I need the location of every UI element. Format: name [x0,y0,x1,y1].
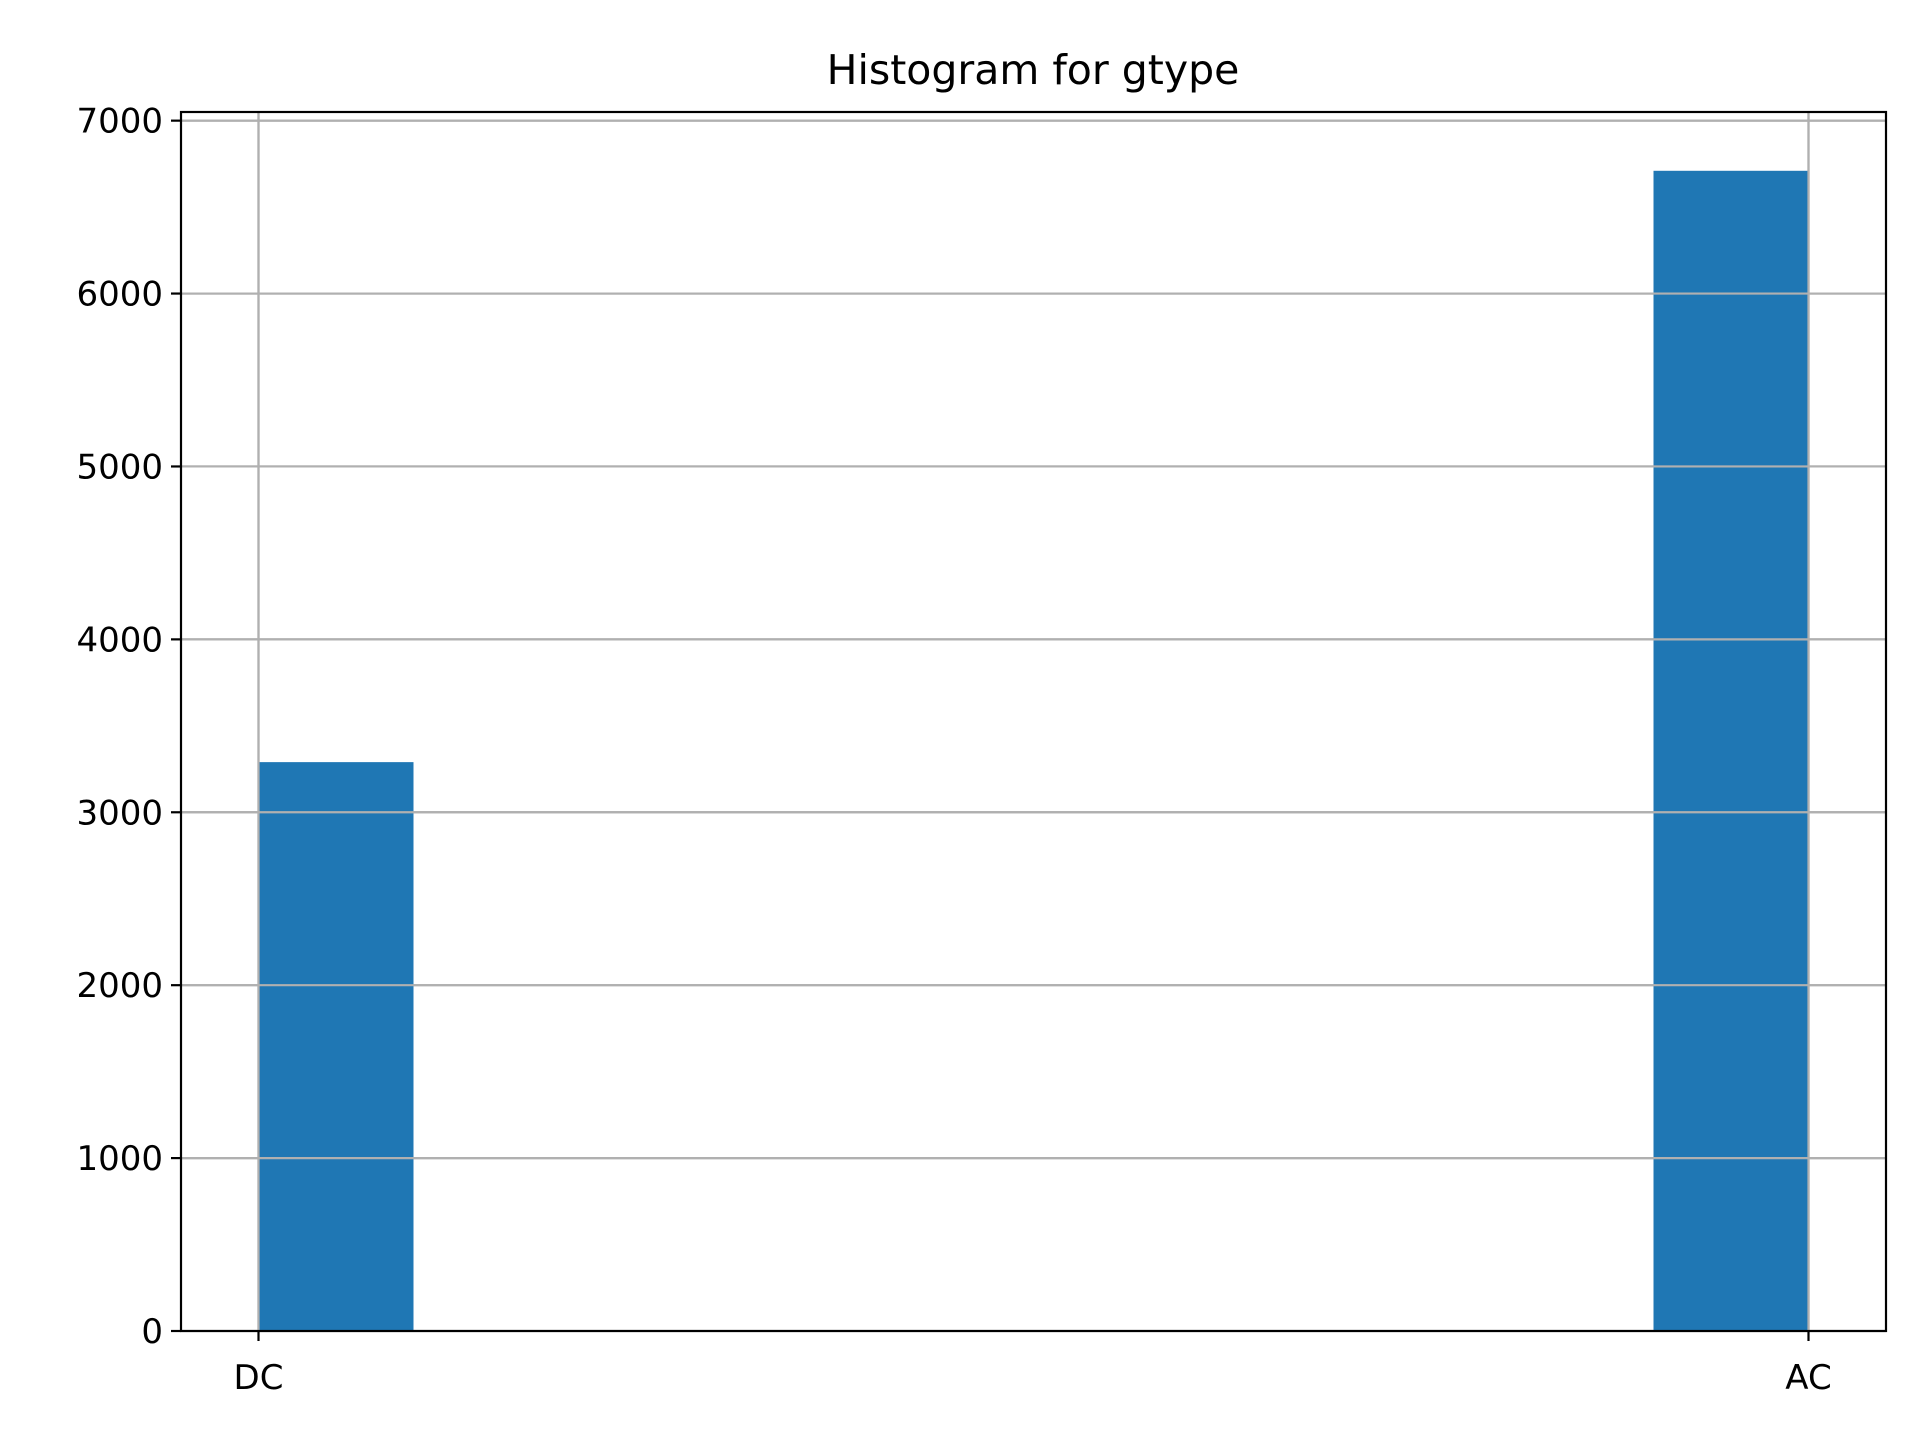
y-tick-label: 2000 [76,966,163,1006]
y-tick-label: 6000 [76,275,163,315]
y-tick-label: 5000 [76,447,163,487]
plot-frame [179,110,1888,1333]
x-tick-label: DC [234,1358,284,1398]
bars [181,112,1886,1331]
y-tick-label: 0 [141,1312,163,1352]
grid-lines [181,112,1886,1333]
histogram-bar-1 [1653,170,1809,1331]
chart-title: Histogram for gtype [827,46,1240,94]
axes: 0 1000 2000 3000 4000 5000 6000 7000 DC AC [76,102,1888,1398]
y-tick-label: 4000 [76,620,163,660]
x-tick-label: AC [1785,1358,1831,1398]
y-tick-label: 3000 [76,793,163,833]
y-tick-label: 1000 [76,1139,163,1179]
histogram-bar-0 [258,762,414,1331]
y-tick-label: 7000 [76,102,163,142]
